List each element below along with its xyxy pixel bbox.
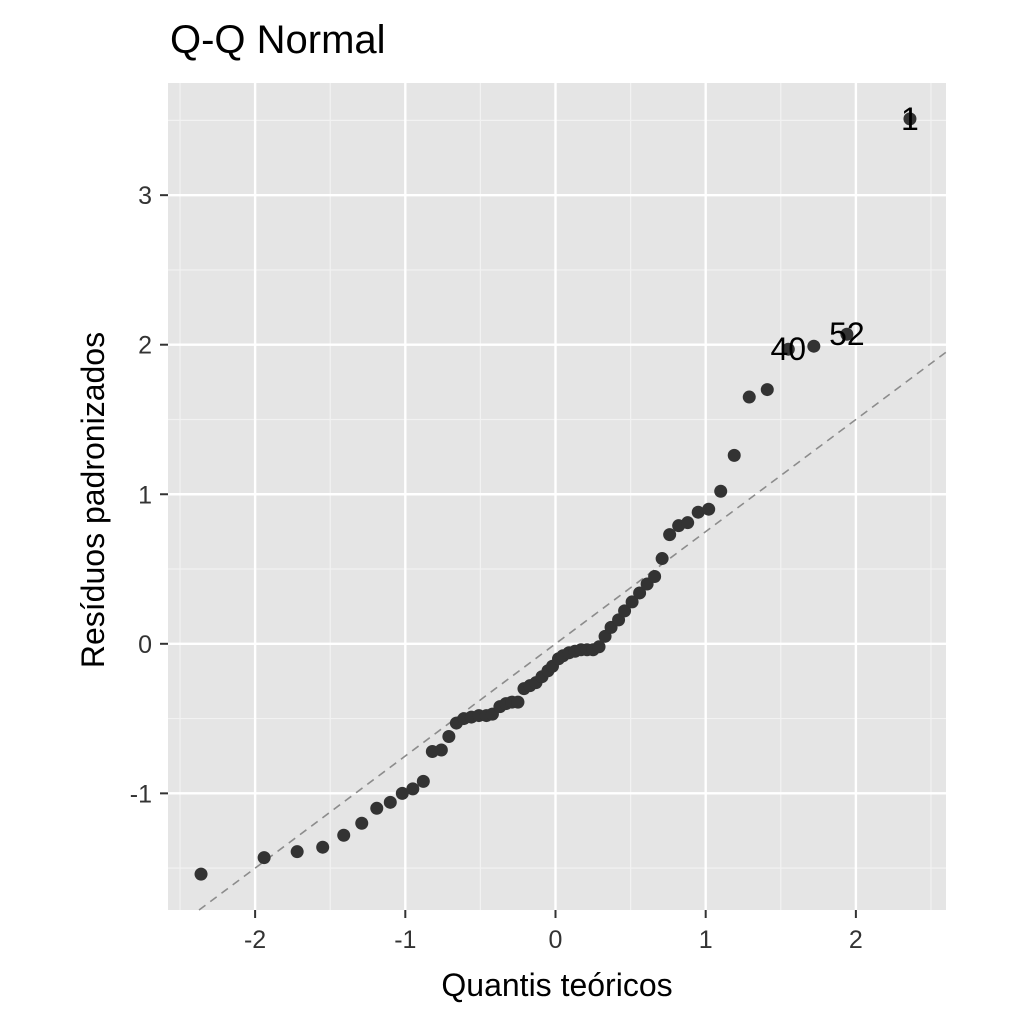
data-point [383, 795, 397, 809]
data-point [618, 604, 632, 618]
data-point [742, 390, 756, 404]
reference-line-group [198, 351, 947, 911]
x-tick-label: 0 [549, 926, 563, 954]
data-point [257, 851, 271, 865]
plot-panel [168, 83, 946, 910]
reference-line [198, 351, 947, 911]
data-point [416, 774, 430, 788]
x-tick-label: 2 [849, 926, 863, 954]
data-point [511, 695, 525, 709]
data-point [337, 828, 351, 842]
data-point [714, 484, 728, 498]
data-point [355, 816, 369, 830]
data-point [663, 528, 677, 542]
data-point [625, 595, 639, 609]
y-tick-label: 0 [138, 631, 152, 659]
x-axis: -2 -1 0 1 2 [244, 910, 863, 954]
data-point [592, 640, 606, 654]
point-label: 1 [901, 101, 919, 137]
data-point [781, 342, 795, 356]
y-tick-label: 1 [138, 481, 152, 509]
data-point [807, 339, 821, 353]
point-label: 40 [771, 331, 807, 367]
data-points [194, 112, 917, 881]
data-point [655, 552, 669, 566]
data-point [727, 448, 741, 462]
y-tick-label: 2 [138, 332, 152, 360]
data-point [290, 845, 304, 859]
data-point [194, 867, 208, 881]
data-point [434, 743, 448, 757]
data-point [633, 586, 647, 600]
x-tick-label: -1 [394, 926, 416, 954]
point-labels: 40 52 1 [771, 101, 919, 367]
grid-lines [168, 83, 946, 910]
x-axis-title: Quantis teóricos [441, 967, 672, 1003]
data-point [681, 516, 695, 530]
panel-background [168, 83, 946, 910]
data-point [316, 840, 330, 854]
data-point [442, 730, 456, 744]
chart-title: Q-Q Normal [170, 18, 386, 62]
data-point [691, 505, 705, 519]
x-tick-label: -2 [244, 926, 266, 954]
y-tick-label: -1 [130, 780, 152, 808]
y-axis: -1 0 1 2 3 [130, 182, 168, 808]
data-point [648, 570, 662, 584]
data-point [903, 112, 917, 126]
data-point [760, 383, 774, 397]
y-tick-label: 3 [138, 182, 152, 210]
point-label: 52 [829, 316, 865, 352]
y-axis-title: Resíduos padronizados [75, 332, 111, 668]
x-tick-label: 1 [699, 926, 713, 954]
data-point [840, 327, 854, 341]
data-point [395, 786, 409, 800]
data-point [370, 801, 384, 815]
data-point [702, 502, 716, 516]
data-point [406, 782, 420, 796]
